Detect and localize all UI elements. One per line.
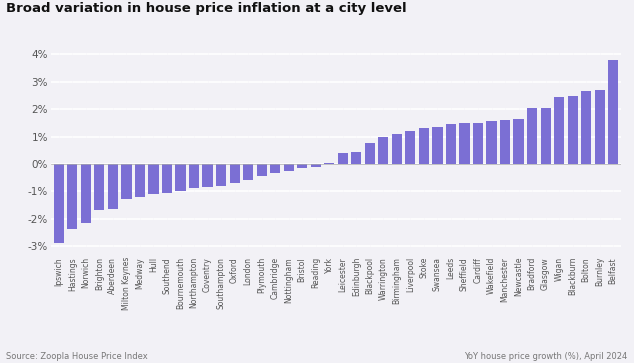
Text: Source: Zoopla House Price Index: Source: Zoopla House Price Index	[6, 352, 148, 361]
Bar	[378, 136, 389, 164]
Bar	[283, 164, 294, 171]
Bar	[514, 119, 524, 164]
Bar	[270, 164, 280, 174]
Bar	[216, 164, 226, 186]
Bar	[473, 123, 483, 164]
Bar	[176, 164, 186, 191]
Bar	[67, 164, 77, 229]
Bar	[595, 90, 605, 164]
Bar	[202, 164, 212, 187]
Bar	[405, 131, 415, 164]
Bar	[81, 164, 91, 223]
Bar	[446, 124, 456, 164]
Bar	[338, 153, 348, 164]
Bar	[567, 95, 578, 164]
Bar	[460, 123, 470, 164]
Bar	[135, 164, 145, 197]
Bar	[121, 164, 131, 199]
Bar	[554, 97, 564, 164]
Bar	[500, 120, 510, 164]
Bar	[230, 164, 240, 183]
Bar	[324, 163, 334, 164]
Bar	[541, 108, 551, 164]
Text: Broad variation in house price inflation at a city level: Broad variation in house price inflation…	[6, 2, 407, 15]
Bar	[392, 134, 402, 164]
Bar	[351, 152, 361, 164]
Bar	[257, 164, 267, 176]
Bar	[54, 164, 64, 243]
Bar	[486, 122, 496, 164]
Bar	[419, 129, 429, 164]
Bar	[243, 164, 253, 180]
Bar	[94, 164, 105, 210]
Bar	[311, 164, 321, 167]
Bar	[365, 143, 375, 164]
Bar	[581, 91, 592, 164]
Text: YoY house price growth (%), April 2024: YoY house price growth (%), April 2024	[465, 352, 628, 361]
Bar	[108, 164, 118, 209]
Bar	[162, 164, 172, 193]
Bar	[297, 164, 307, 168]
Bar	[189, 164, 199, 188]
Bar	[527, 108, 537, 164]
Bar	[432, 127, 443, 164]
Bar	[148, 164, 158, 194]
Bar	[608, 60, 618, 164]
